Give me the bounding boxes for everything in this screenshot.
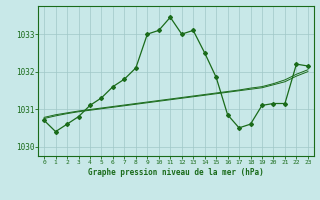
X-axis label: Graphe pression niveau de la mer (hPa): Graphe pression niveau de la mer (hPa) <box>88 168 264 177</box>
